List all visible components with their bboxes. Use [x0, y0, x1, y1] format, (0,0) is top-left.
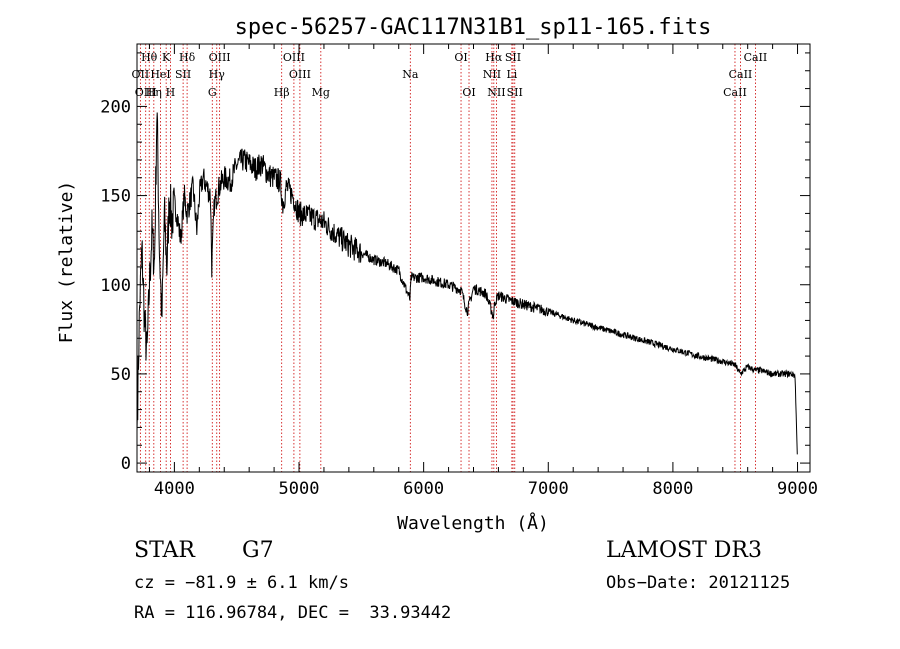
line-label-10: HeI — [150, 68, 170, 81]
line-label-19: Hη — [146, 86, 162, 99]
chart-title: spec-56257-GAC117N31B1_sp11-165.fits — [235, 15, 712, 40]
line-label-25: NII — [487, 86, 505, 99]
line-label-4: OIII — [283, 51, 305, 64]
line-label-18: OIII — [135, 86, 157, 99]
plot-frame — [136, 43, 811, 473]
line-label-15: NII — [483, 68, 501, 81]
x-tick-label-0: 4000 — [154, 479, 195, 499]
redshift-velocity: cz = −81.9 ± 6.1 km/s — [134, 573, 349, 593]
line-label-24: OI — [462, 86, 475, 99]
line-label-20: H — [166, 86, 176, 99]
line-label-23: Mg — [312, 86, 330, 99]
object-subclass: G7 — [242, 538, 274, 563]
axis-ticks — [137, 44, 810, 472]
line-label-2: Hδ — [179, 51, 196, 64]
object-class: STAR — [134, 538, 195, 563]
y-tick-label-4: 200 — [100, 97, 131, 117]
spectrum-series — [136, 112, 798, 455]
emission-line-markers — [139, 44, 756, 472]
line-label-9: OII — [132, 68, 150, 81]
ra-dec-coordinates: RA = 116.96784, DEC = 33.93442 — [134, 603, 452, 623]
spectrum-line — [136, 112, 798, 455]
x-tick-label-2: 6000 — [403, 479, 444, 499]
line-label-13: OIII — [289, 68, 311, 81]
survey-name: LAMOST DR3 — [606, 538, 762, 563]
y-tick-label-0: 0 — [121, 454, 131, 474]
x-tick-label-5: 9000 — [777, 479, 818, 499]
x-axis-label: Wavelength (Å) — [397, 512, 549, 534]
y-tick-label-3: 150 — [100, 187, 131, 207]
axis-tick-labels: 4000 5000 6000 7000 8000 9000 0 50 100 150 200 — [100, 97, 818, 499]
x-tick-label-3: 7000 — [528, 479, 569, 499]
line-label-17: CaII — [729, 68, 753, 81]
x-tick-label-1: 5000 — [279, 479, 320, 499]
line-label-12: Hγ — [209, 68, 226, 81]
line-label-3: OIII — [209, 51, 231, 64]
line-label-21: G — [208, 86, 217, 99]
observation-date: Obs−Date: 20121125 — [606, 573, 791, 593]
y-tick-label-1: 50 — [111, 365, 131, 385]
line-label-8: CaII — [744, 51, 768, 64]
line-label-6: Hα — [485, 51, 503, 64]
line-label-7: SII — [505, 51, 521, 64]
line-label-22: Hβ — [274, 86, 290, 99]
line-label-11: SII — [175, 68, 191, 81]
line-label-14: Na — [402, 68, 419, 81]
x-tick-label-4: 8000 — [652, 479, 693, 499]
y-axis-label: Flux (relative) — [56, 181, 77, 344]
line-label-26: SII — [507, 86, 523, 99]
line-label-5: OI — [454, 51, 467, 64]
y-tick-label-2: 100 — [100, 276, 131, 296]
line-label-1: K — [162, 51, 171, 64]
line-label-0: Hθ — [141, 51, 158, 64]
line-label-27: CaII — [723, 86, 747, 99]
line-label-16: Li — [506, 68, 517, 81]
